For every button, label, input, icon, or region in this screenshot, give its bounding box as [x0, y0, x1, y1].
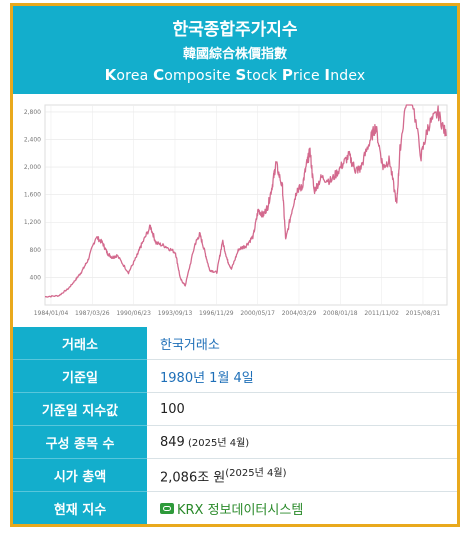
- constituents-cell: 849 (2025년 4월): [147, 425, 457, 459]
- row-key: 기준일 지수값: [13, 392, 147, 426]
- title-en-part: ndex: [330, 68, 366, 84]
- info-row-market-cap: 시가 총액 2,086조 원(2025년 4월): [13, 458, 457, 492]
- y-tick-label: 400: [30, 274, 42, 281]
- base-value: 100: [147, 392, 457, 426]
- x-tick-label: 1993/09/13: [158, 310, 193, 317]
- y-tick-label: 1,200: [24, 219, 41, 226]
- x-tick-label: 1990/06/23: [116, 310, 151, 317]
- x-tick-label: 1996/11/29: [199, 310, 234, 317]
- row-key: 시가 총액: [13, 458, 147, 492]
- row-key: 기준일: [13, 359, 147, 393]
- infobox: 한국종합주가지수 韓國綜合株價指數 Korea Composite Stock …: [10, 3, 460, 527]
- title-en-part: rice: [293, 68, 325, 84]
- info-row-exchange: 거래소 한국거래소: [13, 327, 457, 360]
- info-row-base-date: 기준일 1980년 1월 4일: [13, 359, 457, 393]
- base-date-link[interactable]: 1980년 1월 4일: [147, 359, 457, 393]
- kospi-chart: 400 800 1,200 1,600 2,000 2,400 2,800 1984/01/0…: [15, 97, 454, 323]
- title-korean: 한국종합주가지수: [172, 20, 298, 40]
- krx-link-label: KRX 정보데이터시스템: [177, 502, 304, 518]
- title-english: Korea Composite Stock Price Index: [13, 66, 457, 84]
- external-link-icon: [160, 502, 174, 514]
- kospi-line: [44, 104, 447, 298]
- current-index-cell: KRX 정보데이터시스템: [147, 491, 457, 524]
- market-cap-date: (2025년 4월): [225, 468, 287, 480]
- constituents-date: (2025년 4월): [184, 438, 250, 449]
- x-tick-label: 2011/11/02: [364, 310, 399, 317]
- x-tick-label: 2015/08/31: [406, 310, 441, 317]
- x-tick-label: 1984/01/04: [34, 310, 69, 317]
- y-tick-label: 1,600: [24, 192, 41, 199]
- title-en-part: P: [281, 66, 294, 84]
- row-key: 현재 지수: [13, 491, 147, 524]
- title-en-part: C: [153, 66, 165, 84]
- info-table: 거래소 한국거래소 기준일 1980년 1월 4일 기준일 지수값 100 구성…: [13, 327, 457, 524]
- market-cap-cell: 2,086조 원(2025년 4월): [147, 458, 457, 492]
- plot-area: [44, 104, 448, 306]
- market-cap-value: 2,086조 원: [160, 470, 226, 486]
- infobox-header: 한국종합주가지수 韓國綜合株價指數 Korea Composite Stock …: [13, 6, 457, 94]
- y-tick-label: 800: [30, 247, 42, 254]
- row-key: 거래소: [13, 327, 147, 360]
- x-tick-label: 2000/05/17: [240, 310, 275, 317]
- info-row-base-value: 기준일 지수값 100: [13, 392, 457, 426]
- exchange-link[interactable]: 한국거래소: [147, 327, 457, 360]
- title-en-part: tock: [246, 68, 282, 84]
- row-key: 구성 종목 수: [13, 425, 147, 459]
- y-tick-label: 2,000: [24, 164, 41, 171]
- chart-svg: 400 800 1,200 1,600 2,000 2,400 2,800 1984/01/0…: [24, 104, 448, 317]
- y-tick-label: 2,800: [24, 109, 41, 116]
- info-row-current-index: 현재 지수 KRX 정보데이터시스템: [13, 491, 457, 524]
- info-row-constituents: 구성 종목 수 849 (2025년 4월): [13, 425, 457, 459]
- title-en-part: omposite: [164, 68, 236, 84]
- krx-data-link[interactable]: KRX 정보데이터시스템: [160, 499, 303, 518]
- title-en-part: K: [104, 66, 117, 84]
- title-en-part: S: [235, 66, 247, 84]
- y-tick-label: 2,400: [24, 136, 41, 143]
- x-tick-label: 2008/01/18: [323, 310, 358, 317]
- title-en-part: orea: [116, 68, 154, 84]
- title-en-part: I: [324, 66, 331, 84]
- x-tick-label: 2004/03/29: [282, 310, 317, 317]
- title-hanja: 韓國綜合株價指數: [182, 47, 287, 62]
- constituents-value: 849: [160, 435, 185, 450]
- x-tick-label: 1987/03/26: [75, 310, 110, 317]
